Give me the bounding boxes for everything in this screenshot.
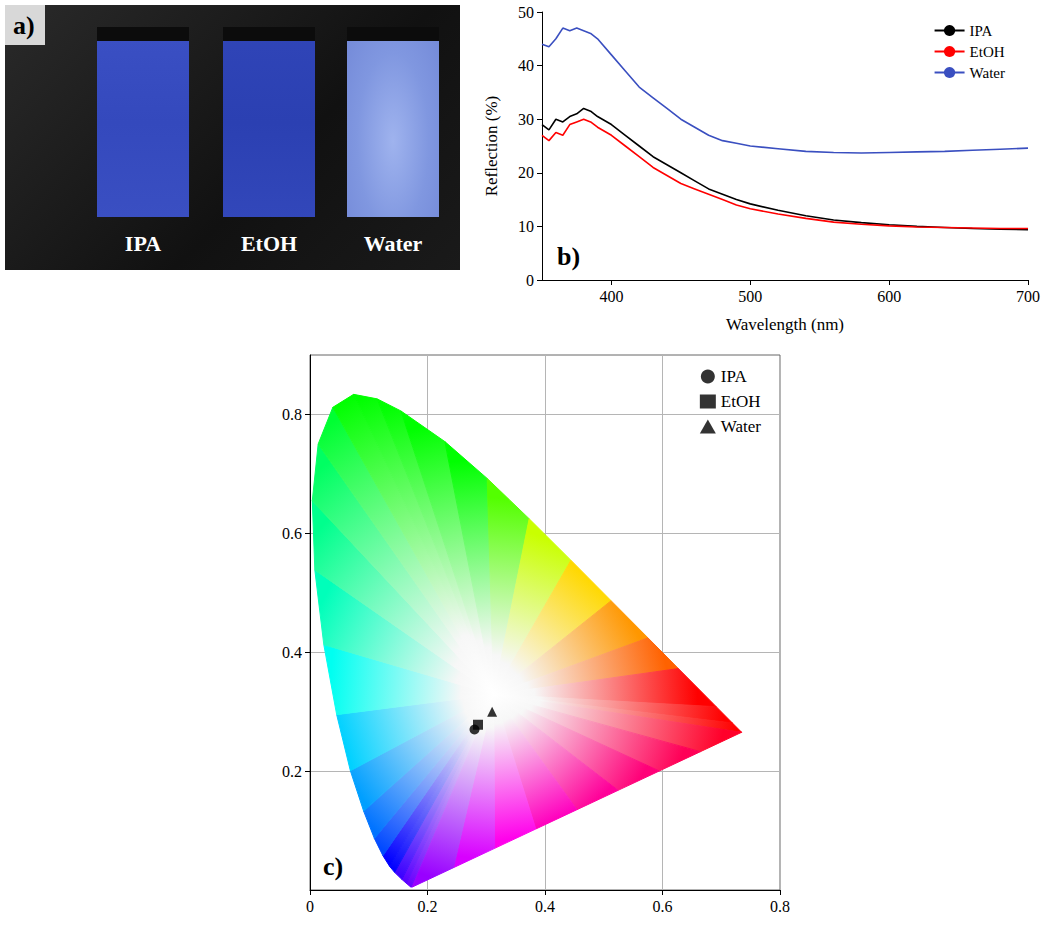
html-text:Water: Water bbox=[363, 231, 423, 256]
svg-text:0.6: 0.6 bbox=[653, 898, 673, 915]
svg-text:Reflection (%): Reflection (%) bbox=[482, 96, 501, 197]
svg-text:400: 400 bbox=[599, 288, 623, 305]
svg-text:Water: Water bbox=[721, 417, 761, 436]
svg-text:600: 600 bbox=[877, 288, 901, 305]
svg-text:0: 0 bbox=[306, 898, 314, 915]
svg-text:c): c) bbox=[323, 852, 343, 881]
svg-text:0: 0 bbox=[526, 272, 534, 289]
svg-text:EtOH: EtOH bbox=[970, 44, 1005, 60]
svg-text:10: 10 bbox=[518, 218, 534, 235]
svg-text:0.2: 0.2 bbox=[418, 898, 438, 915]
svg-text:0.4: 0.4 bbox=[282, 644, 302, 661]
svg-text:30: 30 bbox=[518, 111, 534, 128]
svg-text:0.8: 0.8 bbox=[770, 898, 790, 915]
svg-text:40: 40 bbox=[518, 57, 534, 74]
svg-text:Wavelength (nm): Wavelength (nm) bbox=[726, 315, 844, 334]
svg-text:0.2: 0.2 bbox=[282, 763, 302, 780]
svg-text:0.8: 0.8 bbox=[282, 406, 302, 423]
svg-text:EtOH: EtOH bbox=[721, 392, 761, 411]
svg-text:500: 500 bbox=[738, 288, 762, 305]
html-text:IPA: IPA bbox=[124, 231, 162, 256]
svg-text:0.6: 0.6 bbox=[282, 525, 302, 542]
svg-text:20: 20 bbox=[518, 164, 534, 181]
svg-text:0.4: 0.4 bbox=[535, 898, 555, 915]
svg-text:Water: Water bbox=[970, 65, 1005, 81]
svg-text:b): b) bbox=[557, 242, 580, 271]
svg-text:50: 50 bbox=[518, 4, 534, 21]
html-text:a): a) bbox=[13, 11, 35, 40]
svg-text:IPA: IPA bbox=[970, 23, 993, 39]
svg-text:IPA: IPA bbox=[721, 367, 748, 386]
svg-text:700: 700 bbox=[1016, 288, 1040, 305]
html-text:EtOH: EtOH bbox=[240, 231, 298, 256]
